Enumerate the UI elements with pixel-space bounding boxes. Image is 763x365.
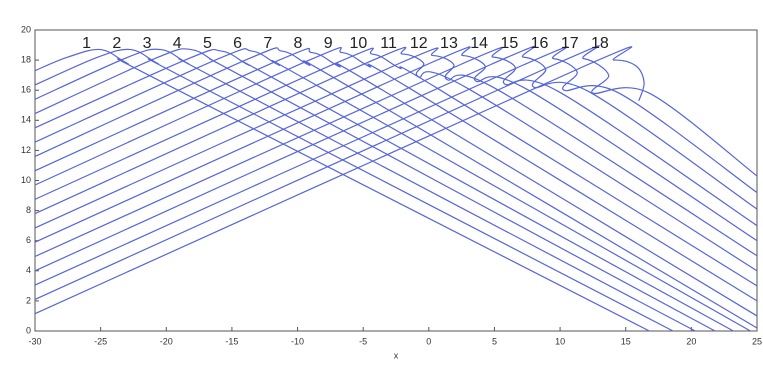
curve-label: 9 bbox=[324, 35, 333, 52]
y-tick-label: 2 bbox=[26, 295, 31, 305]
curve-label: 8 bbox=[294, 35, 303, 52]
wave-line bbox=[34, 46, 758, 243]
x-tick-label: 5 bbox=[492, 336, 497, 346]
x-tick-label: -10 bbox=[291, 336, 304, 346]
x-tick-label: 25 bbox=[752, 336, 762, 346]
wave-line bbox=[34, 48, 751, 332]
curve-label: 18 bbox=[591, 35, 609, 52]
y-tick-label: 10 bbox=[21, 175, 31, 185]
y-tick-label: 0 bbox=[26, 325, 31, 335]
y-tick-label: 18 bbox=[21, 54, 31, 64]
curve-label: 3 bbox=[143, 35, 152, 52]
y-tick-label: 20 bbox=[21, 24, 31, 34]
curve-label: 2 bbox=[112, 35, 121, 52]
x-tick-label: -30 bbox=[28, 336, 41, 346]
wave-line bbox=[34, 48, 696, 332]
wave-line bbox=[34, 46, 758, 286]
curve-label: 12 bbox=[410, 35, 428, 52]
wave-line bbox=[34, 47, 758, 287]
wave-line bbox=[34, 46, 758, 258]
wave-line bbox=[34, 49, 734, 332]
y-tick-label: 16 bbox=[21, 85, 31, 95]
wave-line bbox=[34, 45, 758, 300]
wave-line bbox=[34, 48, 674, 332]
x-tick-label: -5 bbox=[359, 336, 367, 346]
x-tick-label: -25 bbox=[94, 336, 107, 346]
wave-line bbox=[34, 46, 645, 315]
curve-label: 1 bbox=[82, 35, 91, 52]
curve-label: 16 bbox=[531, 35, 549, 52]
wave-line bbox=[34, 47, 758, 257]
curve-label: 10 bbox=[349, 35, 367, 52]
curve-label: 13 bbox=[440, 35, 458, 52]
x-tick-label: 15 bbox=[621, 336, 631, 346]
y-tick-label: 6 bbox=[26, 235, 31, 245]
curve-label: 6 bbox=[233, 35, 242, 52]
curve-label: 14 bbox=[470, 35, 488, 52]
curve-label: 15 bbox=[500, 35, 518, 52]
wave-line bbox=[34, 47, 758, 329]
x-tick-label: 10 bbox=[555, 336, 565, 346]
wave-line bbox=[34, 48, 716, 332]
curve-label: 5 bbox=[203, 35, 212, 52]
wave-line bbox=[34, 47, 758, 317]
y-tick-label: 12 bbox=[21, 145, 31, 155]
wave-line bbox=[34, 46, 758, 272]
x-tick-label: 0 bbox=[426, 336, 431, 346]
y-tick-label: 4 bbox=[26, 265, 31, 275]
wave-line bbox=[34, 48, 650, 332]
curve-label: 7 bbox=[263, 35, 272, 52]
curve-label: 11 bbox=[380, 35, 397, 52]
x-tick-label: 20 bbox=[686, 336, 696, 346]
x-axis-label: x bbox=[394, 350, 399, 360]
curve-label: 4 bbox=[173, 35, 182, 52]
x-tick-label: -15 bbox=[225, 336, 238, 346]
y-tick-label: 8 bbox=[26, 205, 31, 215]
x-tick-label: -20 bbox=[160, 336, 173, 346]
plot-area bbox=[34, 29, 758, 332]
y-tick-label: 14 bbox=[21, 115, 31, 125]
curve-label: 17 bbox=[561, 35, 579, 52]
wave-line bbox=[34, 47, 758, 302]
